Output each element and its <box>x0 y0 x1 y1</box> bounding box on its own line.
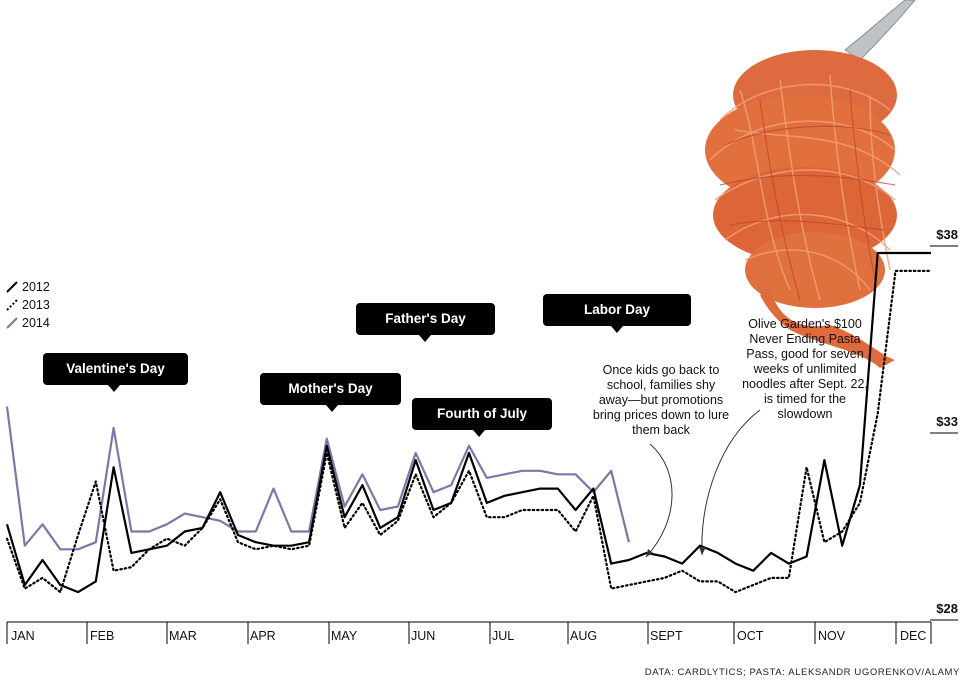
x-tick-label-oct: OCT <box>737 629 764 643</box>
x-tick-label-aug: AUG <box>570 629 598 643</box>
spaghetti-fork-image <box>705 0 916 368</box>
callout-fathers-day: Father's Day <box>356 303 495 342</box>
x-tick-label-jun: JUN <box>411 629 436 643</box>
legend-label-2013: 2013 <box>22 298 50 312</box>
callout-label: Labor Day <box>583 302 651 317</box>
x-tick-label-feb: FEB <box>90 629 115 643</box>
note-line: noodles after Sept. 22, <box>742 377 868 391</box>
series-line-2012 <box>5 251 931 594</box>
y-tick-label-33: $33 <box>936 414 958 429</box>
series-line-2013 <box>5 269 933 594</box>
note-line: slowdown <box>777 407 833 421</box>
callout-label: Father's Day <box>385 311 466 326</box>
callout-label: Mother's Day <box>288 381 373 396</box>
note-leaders <box>645 409 761 558</box>
y-axis-ticks <box>930 245 958 621</box>
callout-mothers-day: Mother's Day <box>260 373 401 412</box>
legend-label-2014: 2014 <box>22 316 50 330</box>
leader-arrowheads <box>646 547 706 557</box>
note-line: away—but promotions <box>598 393 724 407</box>
legend: 2012 2013 2014 <box>6 278 50 332</box>
legend-swatch-solid <box>6 281 18 293</box>
legend-swatch-purple <box>6 317 18 329</box>
leader-line-olive-garden <box>701 409 761 556</box>
note-olive-garden: Olive Garden's $100 Never Ending Pasta P… <box>725 317 885 422</box>
note-line: weeks of unlimited <box>753 362 857 376</box>
x-tick-label-jul: JUL <box>492 629 515 643</box>
note-line: bring prices down to lure <box>592 408 730 422</box>
chart-series <box>5 251 933 594</box>
legend-swatch-dotted <box>6 299 18 311</box>
x-tick-label-jan: JAN <box>11 629 35 643</box>
leader-line-school <box>645 443 673 558</box>
legend-label-2012: 2012 <box>22 280 50 294</box>
x-tick-label-sept: SEPT <box>650 629 683 643</box>
note-back-to-school: Once kids go back to school, families sh… <box>572 363 750 438</box>
note-line: school, families shy <box>606 378 716 392</box>
note-line: is timed for the <box>764 392 846 406</box>
note-line: them back <box>632 423 690 437</box>
y-tick-label-38: $38 <box>936 227 958 242</box>
callout-fourth-of-july: Fourth of July <box>412 398 552 437</box>
note-line: Once kids go back to <box>602 363 720 377</box>
x-tick-label-nov: NOV <box>818 629 846 643</box>
note-line: Olive Garden's $100 <box>748 317 862 331</box>
series-line-2014 <box>5 406 630 551</box>
x-tick-label-apr: APR <box>250 629 276 643</box>
legend-item-2013: 2013 <box>6 296 50 314</box>
y-tick-label-28: $28 <box>936 601 958 616</box>
arrowhead-olive-garden <box>699 547 706 555</box>
note-line: Never Ending Pasta <box>749 332 861 346</box>
x-tick-label-dec: DEC <box>900 629 927 643</box>
note-line: Pass, good for seven <box>746 347 864 361</box>
callout-valentines-day: Valentine's Day <box>43 353 188 392</box>
legend-item-2014: 2014 <box>6 314 50 332</box>
callout-label: Valentine's Day <box>66 361 165 376</box>
x-tick-label-may: MAY <box>331 629 358 643</box>
legend-item-2012: 2012 <box>6 278 50 296</box>
x-tick-label-mar: MAR <box>169 629 197 643</box>
arrowhead-school <box>646 549 653 557</box>
callout-label: Fourth of July <box>437 406 527 421</box>
x-axis <box>6 621 932 644</box>
callout-labor-day: Labor Day <box>543 294 691 333</box>
source-credit: DATA: CARDLYTICS; PASTA: ALEKSANDR UGORE… <box>644 667 960 678</box>
